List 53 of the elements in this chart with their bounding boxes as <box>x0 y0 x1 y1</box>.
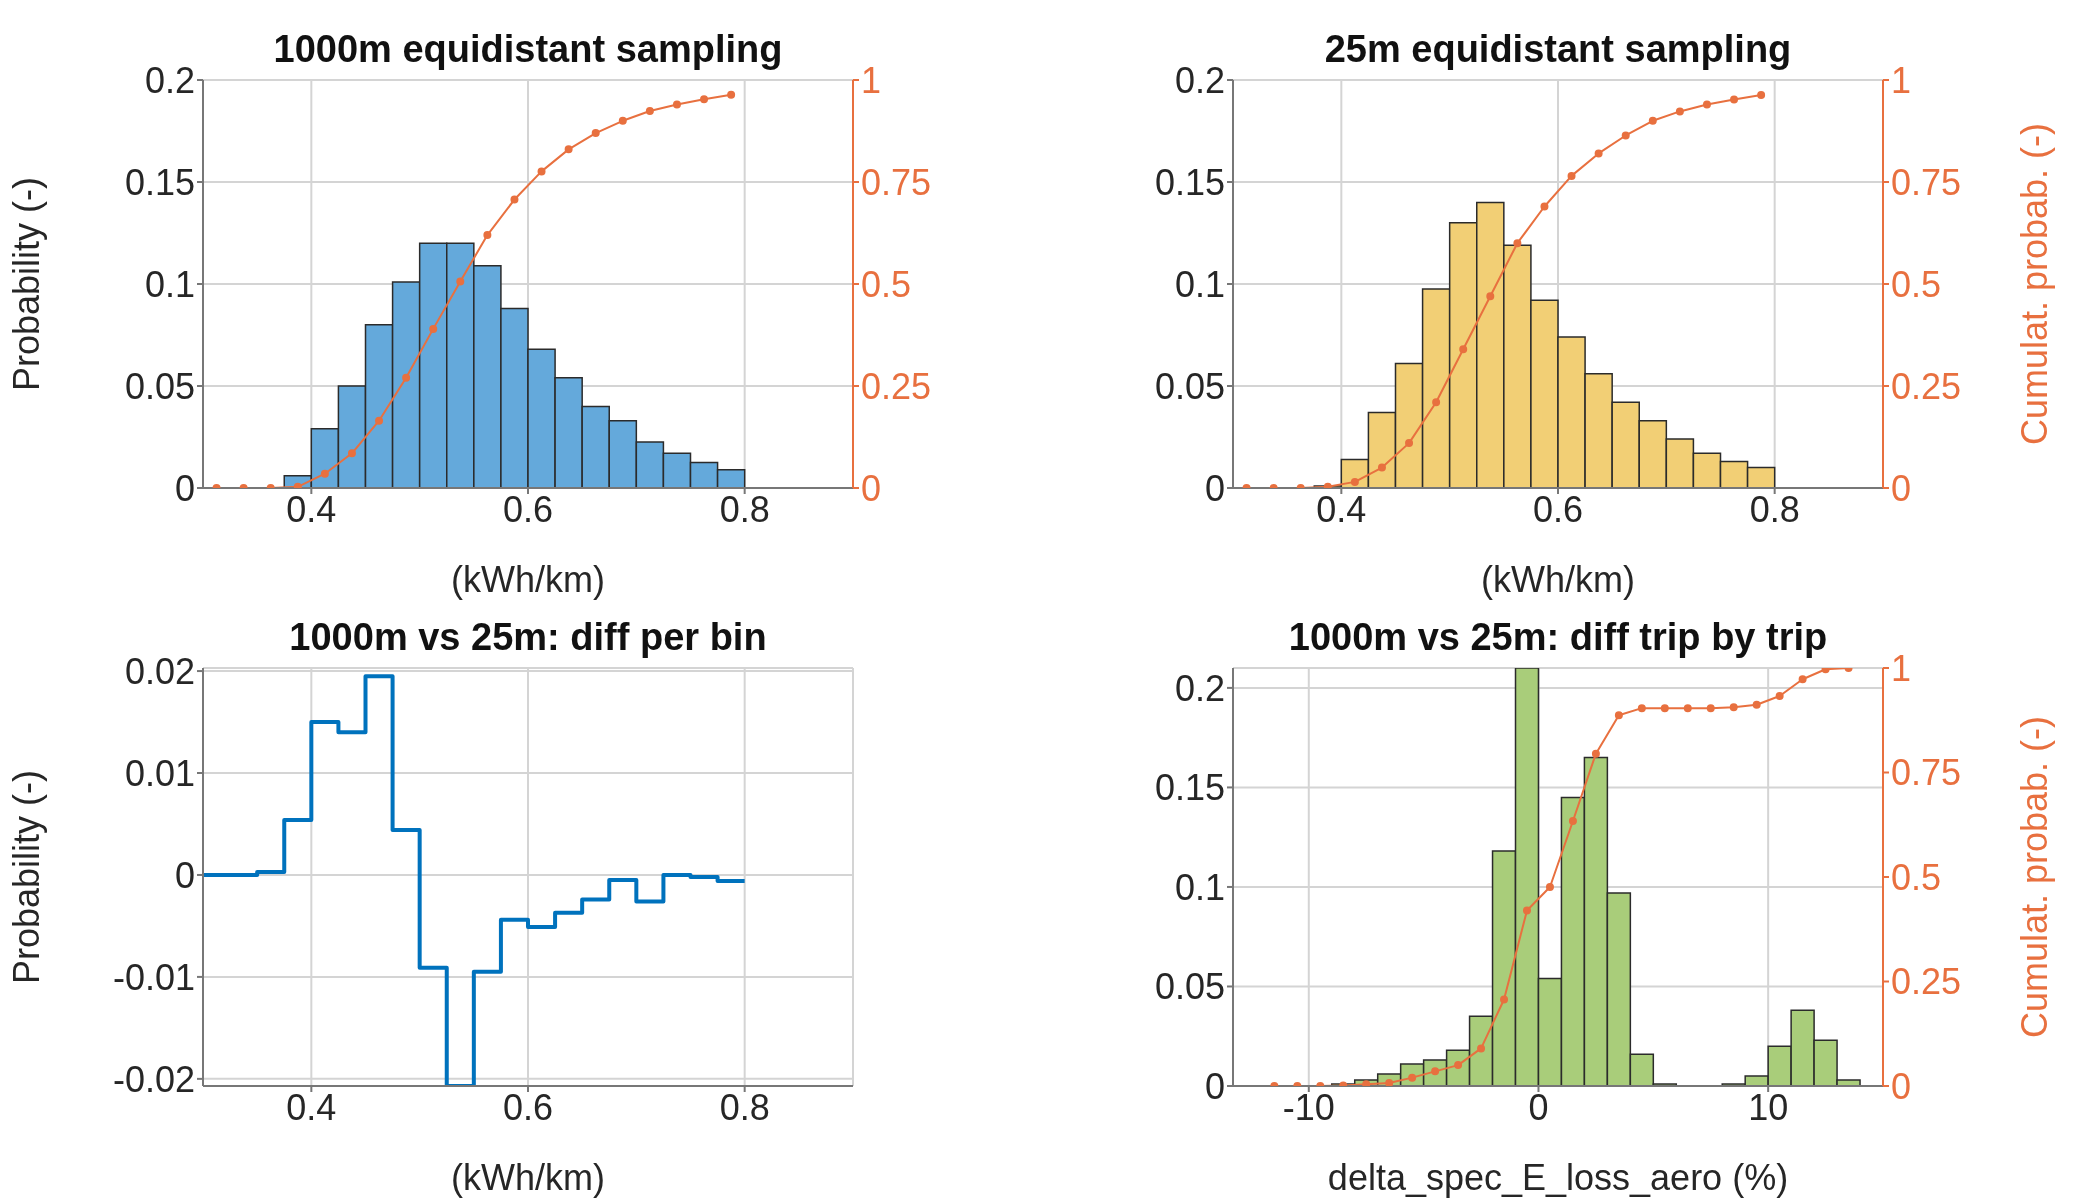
y-tick-label: 0.02 <box>124 650 195 692</box>
y-tick-label: 0.2 <box>1174 59 1225 101</box>
x-tick-label: 0.8 <box>719 488 770 530</box>
y-axis-title: Probability (-) <box>5 176 47 392</box>
y-tick-label: 0.1 <box>1174 866 1225 908</box>
y-tick-label: 0.1 <box>1174 263 1225 305</box>
y2-tick-label: 0.75 <box>1891 161 1962 203</box>
y-tick-label: 0.05 <box>1154 365 1225 407</box>
y-tick-label: -0.01 <box>112 956 195 998</box>
y-tick-label: 0.15 <box>1154 767 1225 809</box>
y-tick-label: 0.2 <box>1174 667 1225 709</box>
y2-tick-label: 0.75 <box>861 161 932 203</box>
y-tick-label: 0.15 <box>124 161 195 203</box>
y-axis-title: Probability (-) <box>5 769 47 985</box>
chart-title: 1000m vs 25m: diff trip by trip <box>1287 616 1829 659</box>
chart-title: 25m equidistant sampling <box>1323 28 1793 71</box>
y-tick-label: 0.05 <box>124 365 195 407</box>
x-axis-title: (kWh/km) <box>1481 559 1635 600</box>
y2-tick-label: 0.25 <box>861 365 932 407</box>
y-tick-label: 0.05 <box>1154 966 1225 1008</box>
y2-axis-title: Cumulat. probab. (-) <box>2013 122 2055 446</box>
x-tick-label: 0 <box>1528 1086 1549 1128</box>
chart-title: 1000m equidistant sampling <box>272 28 784 71</box>
x-tick-label: 0.4 <box>286 1086 337 1128</box>
x-tick-label: 0.6 <box>502 1086 554 1128</box>
y-tick-label: -0.02 <box>112 1058 195 1100</box>
y2-tick-label: 0.75 <box>1891 752 1962 794</box>
y2-tick-label: 0.5 <box>1891 263 1942 305</box>
x-tick-label: 0.6 <box>502 488 554 530</box>
y-tick-label: 0.01 <box>124 752 195 794</box>
y-tick-label: 0 <box>174 854 195 896</box>
y2-tick-label: 1 <box>1891 59 1912 101</box>
chart-title: 1000m vs 25m: diff per bin <box>288 616 768 659</box>
y2-tick-label: 0.5 <box>1891 856 1942 898</box>
x-axis-title: (kWh/km) <box>451 1157 605 1198</box>
y2-tick-label: 0.5 <box>861 263 912 305</box>
y2-tick-label: 1 <box>1891 647 1912 689</box>
y-tick-label: 0.15 <box>1154 161 1225 203</box>
x-tick-label: -10 <box>1282 1086 1335 1128</box>
x-axis-title: delta_spec_E_loss_aero (%) <box>1327 1157 1789 1198</box>
x-tick-label: 0.4 <box>286 488 337 530</box>
x-tick-label: 0.4 <box>1316 488 1367 530</box>
x-tick-label: 0.6 <box>1532 488 1584 530</box>
x-tick-label: 0.8 <box>1749 488 1800 530</box>
y-tick-label: 0.2 <box>144 59 195 101</box>
y2-tick-label: 0.25 <box>1891 365 1962 407</box>
x-axis-title: (kWh/km) <box>451 559 605 600</box>
y-tick-label: 0.1 <box>144 263 195 305</box>
y2-tick-label: 0.25 <box>1891 961 1962 1003</box>
x-tick-label: 0.8 <box>719 1086 770 1128</box>
x-tick-label: 10 <box>1748 1086 1789 1128</box>
y2-tick-label: 1 <box>861 59 882 101</box>
y2-axis-title: Cumulat. probab. (-) <box>2013 715 2055 1039</box>
